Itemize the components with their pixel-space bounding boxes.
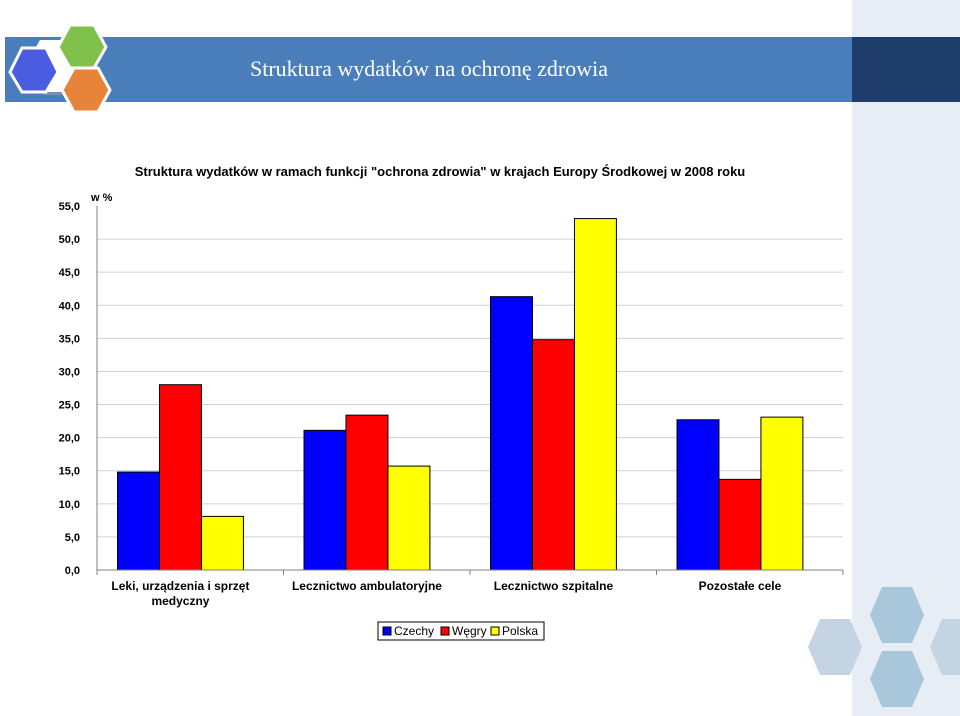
legend-swatch [490,626,500,636]
x-category-label: medyczny [151,594,209,608]
decorative-hexagons-icon [808,587,960,707]
bar-polska [573,218,617,571]
legend-box [377,621,545,641]
legend-swatch [440,626,450,636]
bar-polska [200,515,244,571]
legend-label: Czechy [394,624,434,638]
bar-czechy [490,296,533,571]
y-tick-label: 40,0 [59,300,80,312]
chart-title: Struktura wydatków w ramach funkcji "och… [135,164,746,179]
legend-label: Węgry [452,624,487,638]
bar-węgry [718,478,762,571]
bar-czechy [117,471,160,571]
bar-chart: Struktura wydatków w ramach funkcji "och… [59,164,844,641]
bar-czechy [676,419,720,571]
y-tick-label: 0,0 [65,565,80,577]
y-axis-label: w % [90,192,113,204]
title-band-dark [852,37,960,102]
x-category-label: Pozostałe cele [699,579,782,593]
x-category-label: Lecznictwo szpitalne [494,579,614,593]
bar-polska [760,416,804,571]
y-tick-label: 15,0 [59,466,80,478]
y-tick-label: 45,0 [59,267,80,279]
y-tick-label: 30,0 [59,366,80,378]
x-category-label: Leki, urządzenia i sprzęt [111,579,249,593]
bar-czechy [303,429,347,571]
title-band [5,37,960,102]
y-tick-label: 55,0 [59,201,80,213]
bar-węgry [531,339,575,571]
y-tick-label: 5,0 [65,532,80,544]
bar-węgry [345,414,389,571]
y-tick-label: 35,0 [59,333,80,345]
legend-label: Polska [502,624,538,638]
y-tick-label: 50,0 [59,234,80,246]
legend-swatch [382,626,392,636]
x-category-label: Lecznictwo ambulatoryjne [292,579,442,593]
y-tick-label: 25,0 [59,400,80,412]
slide-title: Struktura wydatków na ochronę zdrowia [250,56,609,81]
bar-węgry [158,384,202,571]
y-tick-label: 10,0 [59,499,80,511]
y-tick-label: 20,0 [59,433,80,445]
bar-polska [387,465,431,571]
hexagon-logo-icon [8,23,112,114]
chart-legend: Czechy Węgry Polska [377,621,545,641]
